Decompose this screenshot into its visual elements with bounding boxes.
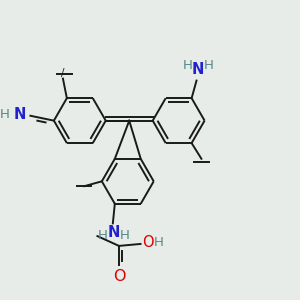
Text: N: N [108,225,120,240]
Text: H: H [203,59,213,72]
Text: H: H [183,59,193,72]
Text: H: H [154,236,164,250]
Text: O: O [142,236,154,250]
Text: /: / [61,68,65,78]
Text: O: O [113,269,125,284]
Text: H: H [0,108,10,121]
Text: H: H [98,229,108,242]
Text: N: N [14,107,26,122]
Text: H: H [120,229,130,242]
Text: N: N [191,62,204,77]
